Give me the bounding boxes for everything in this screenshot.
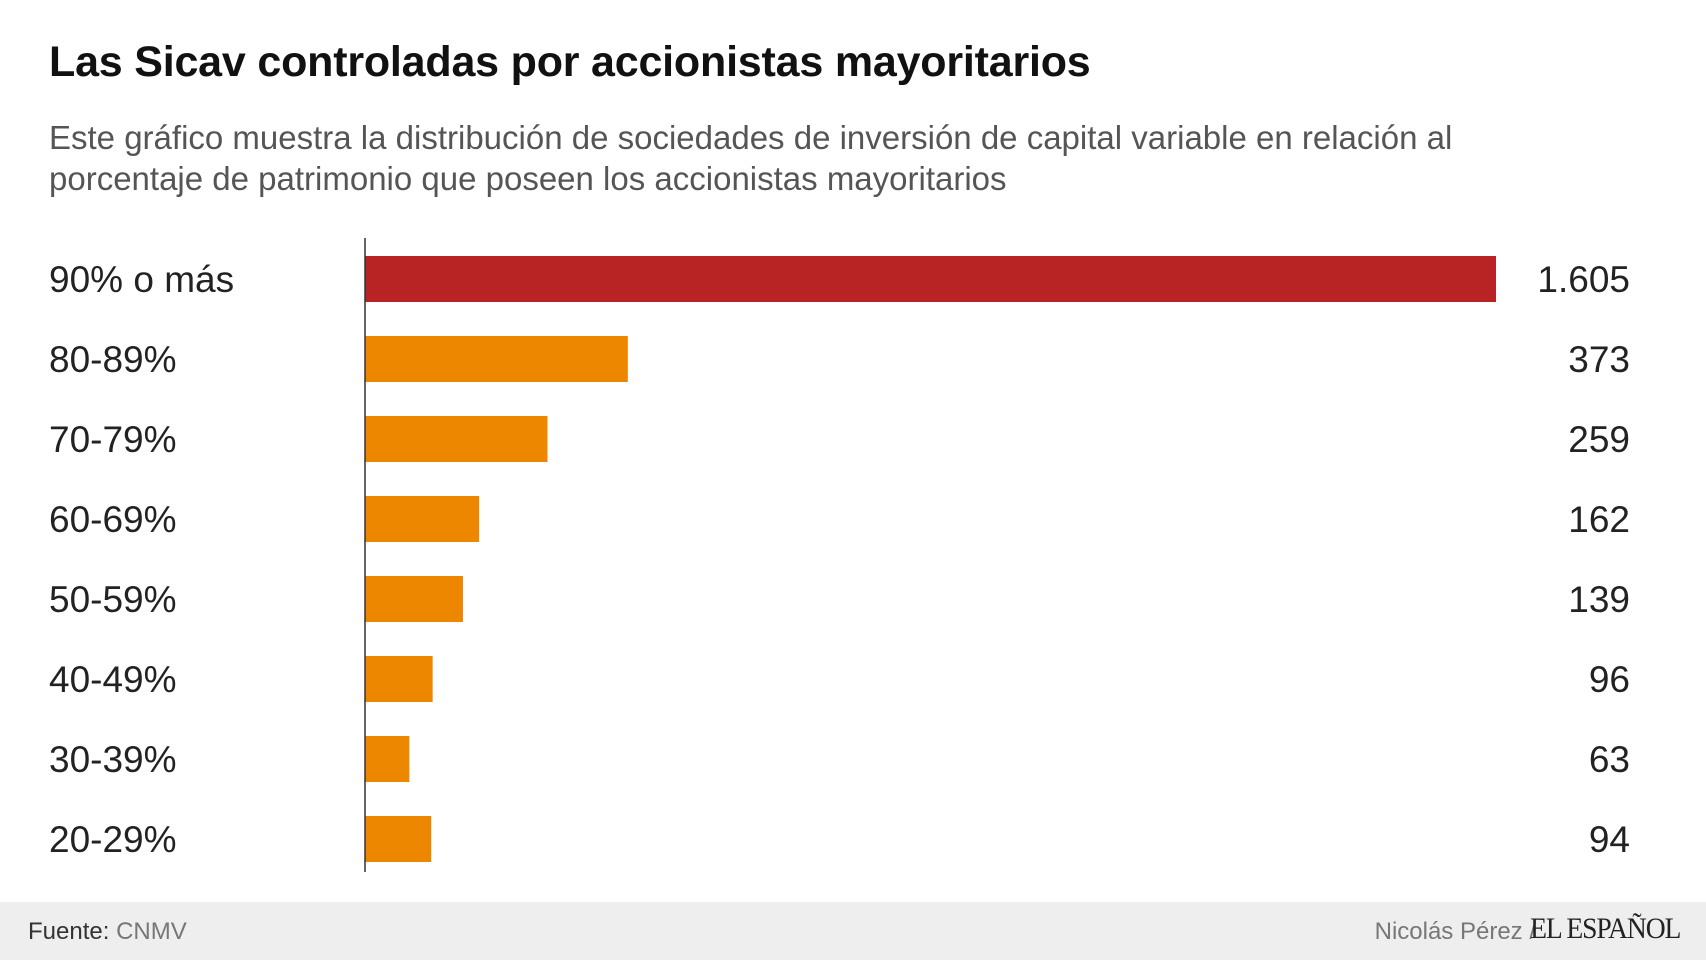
source: Fuente: CNMV — [28, 918, 187, 946]
bar-6 — [365, 736, 410, 782]
value-label-4: 139 — [1568, 579, 1630, 620]
footer: Fuente: CNMV Nicolás Pérez / EL ESPAÑOL — [0, 902, 1706, 960]
chart-subtitle: Este gráfico muestra la distribución de … — [49, 119, 1453, 197]
bar-5 — [365, 656, 433, 702]
category-label-7: 20-29% — [49, 819, 177, 860]
value-label-1: 373 — [1568, 339, 1630, 380]
value-label-2: 259 — [1568, 419, 1630, 460]
value-label-3: 162 — [1568, 499, 1630, 540]
value-label-7: 94 — [1589, 819, 1630, 860]
category-label-5: 40-49% — [49, 659, 177, 700]
source-value: CNMV — [116, 918, 187, 945]
el-espanol-logo: EL ESPAÑOL — [1529, 912, 1681, 945]
category-label-0: 90% o más — [49, 259, 234, 300]
bar-0 — [365, 256, 1496, 302]
author-credit: Nicolás Pérez / — [1374, 918, 1536, 945]
value-label-6: 63 — [1589, 739, 1630, 780]
category-label-6: 30-39% — [49, 739, 177, 780]
value-label-0: 1.605 — [1537, 259, 1630, 300]
chart-title: Las Sicav controladas por accionistas ma… — [49, 38, 1091, 86]
value-label-5: 96 — [1589, 659, 1630, 700]
source-label: Fuente: — [28, 918, 110, 945]
category-label-3: 60-69% — [49, 499, 177, 540]
bar-1 — [365, 336, 628, 382]
bar-2 — [365, 416, 548, 462]
category-label-4: 50-59% — [49, 579, 177, 620]
bar-7 — [365, 816, 432, 862]
category-label-2: 70-79% — [49, 419, 177, 460]
bar-4 — [365, 576, 463, 622]
category-label-1: 80-89% — [49, 339, 177, 380]
bar-3 — [365, 496, 480, 542]
bar-chart: 90% o más 1.605 80-89% 373 70-79% 259 60-69% 16… — [49, 238, 1630, 872]
